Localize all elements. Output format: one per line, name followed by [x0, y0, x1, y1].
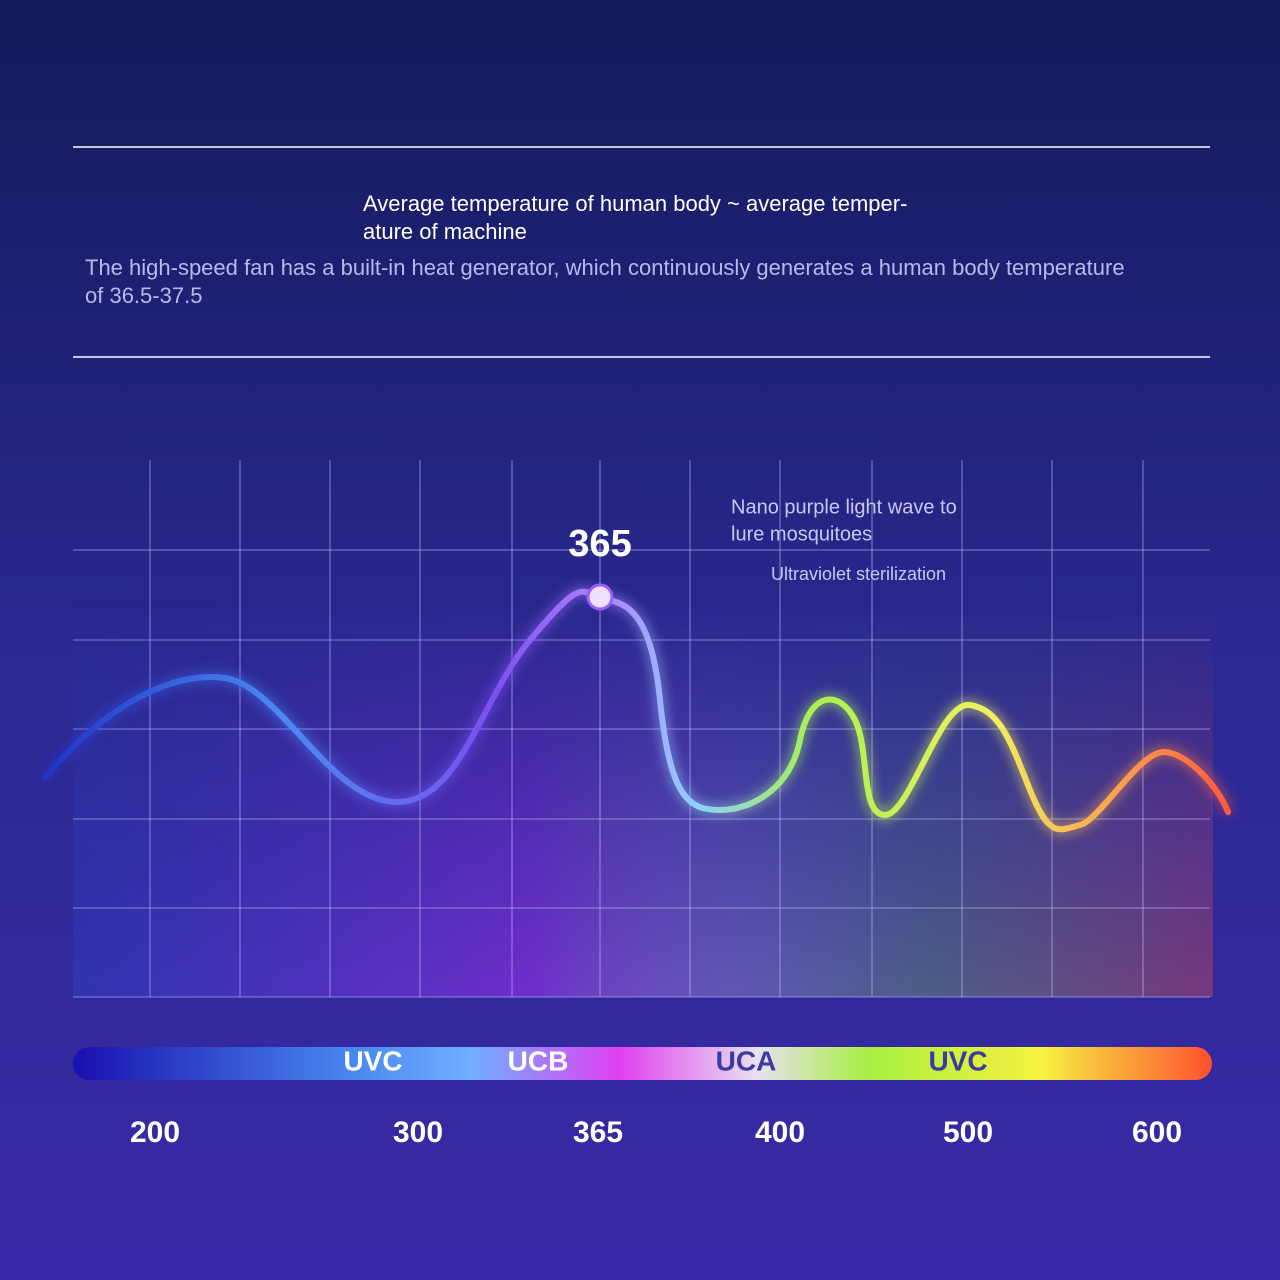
band-label: UVC — [928, 1045, 987, 1076]
axis-label: 365 — [573, 1116, 623, 1149]
glow-area — [73, 600, 1213, 997]
header-description: The high-speed fan has a built-in heat g… — [85, 255, 1125, 308]
axis-label: 400 — [755, 1116, 805, 1149]
title-line: Average temperature of human body ~ aver… — [363, 191, 907, 216]
annotation: Nano purple light wave to lure mosquitoe… — [731, 496, 957, 545]
description-line: The high-speed fan has a built-in heat g… — [85, 255, 1125, 280]
band-label: UVC — [343, 1045, 402, 1076]
axis-label: 200 — [130, 1116, 180, 1149]
band-label: UCB — [508, 1045, 569, 1076]
axis-label: 300 — [393, 1116, 443, 1149]
band-label: UCA — [716, 1045, 777, 1076]
wave — [42, 588, 1231, 833]
sub-annotation: Ultraviolet sterilization — [771, 564, 946, 584]
header-title: Average temperature of human body ~ aver… — [363, 191, 907, 244]
grid — [73, 460, 1210, 998]
axis-label: 600 — [1132, 1116, 1182, 1149]
annotation-line: Nano purple light wave to — [731, 496, 957, 518]
axis-labels: 200 300 365 400 500 600 — [130, 1116, 1182, 1149]
peak-label: 365 — [568, 523, 631, 565]
title-line: ature of machine — [363, 219, 527, 244]
band-labels: UVC UCB UCA UVC — [343, 1045, 987, 1076]
spectrum-bar — [73, 1047, 1212, 1080]
annotation-line: lure mosquitoes — [731, 523, 872, 545]
axis-label: 500 — [943, 1116, 993, 1149]
description-line: of 36.5-37.5 — [85, 283, 202, 308]
peak-dot — [586, 583, 614, 611]
